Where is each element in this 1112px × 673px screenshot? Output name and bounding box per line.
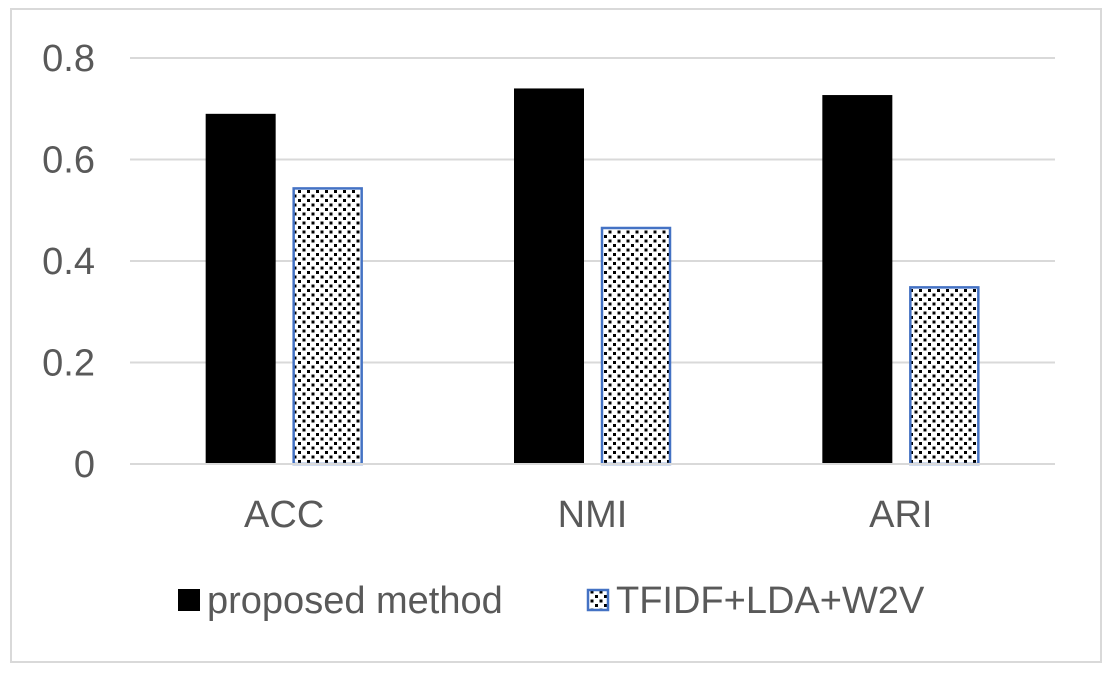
legend-item: TFIDF+LDA+W2V <box>586 580 925 622</box>
bar-tfidf-lda-w2v-ari <box>909 286 980 466</box>
y-tick-label: 0.4 <box>42 241 95 283</box>
category-label: ACC <box>244 494 324 536</box>
bar-proposed-method-ari <box>822 95 893 465</box>
bar-tfidf-lda-w2v-nmi <box>600 226 672 466</box>
y-axis-ticks: 0 0.2 0.4 0.6 0.8 <box>42 38 95 486</box>
legend-label: proposed method <box>207 580 503 622</box>
legend-swatch <box>178 589 200 611</box>
legend-swatch <box>586 588 610 612</box>
category-label: NMI <box>558 494 628 536</box>
bars <box>205 88 980 466</box>
bar-proposed-method-nmi <box>514 88 584 464</box>
bar-proposed-method-acc <box>205 113 276 464</box>
y-tick-label: 0.2 <box>42 343 95 385</box>
legend-item: proposed method <box>178 580 503 622</box>
bar-tfidf-lda-w2v-acc <box>292 187 363 466</box>
y-tick-label: 0.6 <box>42 140 95 182</box>
y-tick-label: 0.8 <box>42 38 95 80</box>
category-label: ARI <box>869 494 932 536</box>
legend: proposed method TFIDF+LDA+W2V <box>178 580 925 622</box>
gridlines <box>130 57 1055 364</box>
legend-label: TFIDF+LDA+W2V <box>616 580 925 622</box>
category-labels: ACC NMI ARI <box>244 494 932 536</box>
y-tick-label: 0 <box>74 444 95 486</box>
